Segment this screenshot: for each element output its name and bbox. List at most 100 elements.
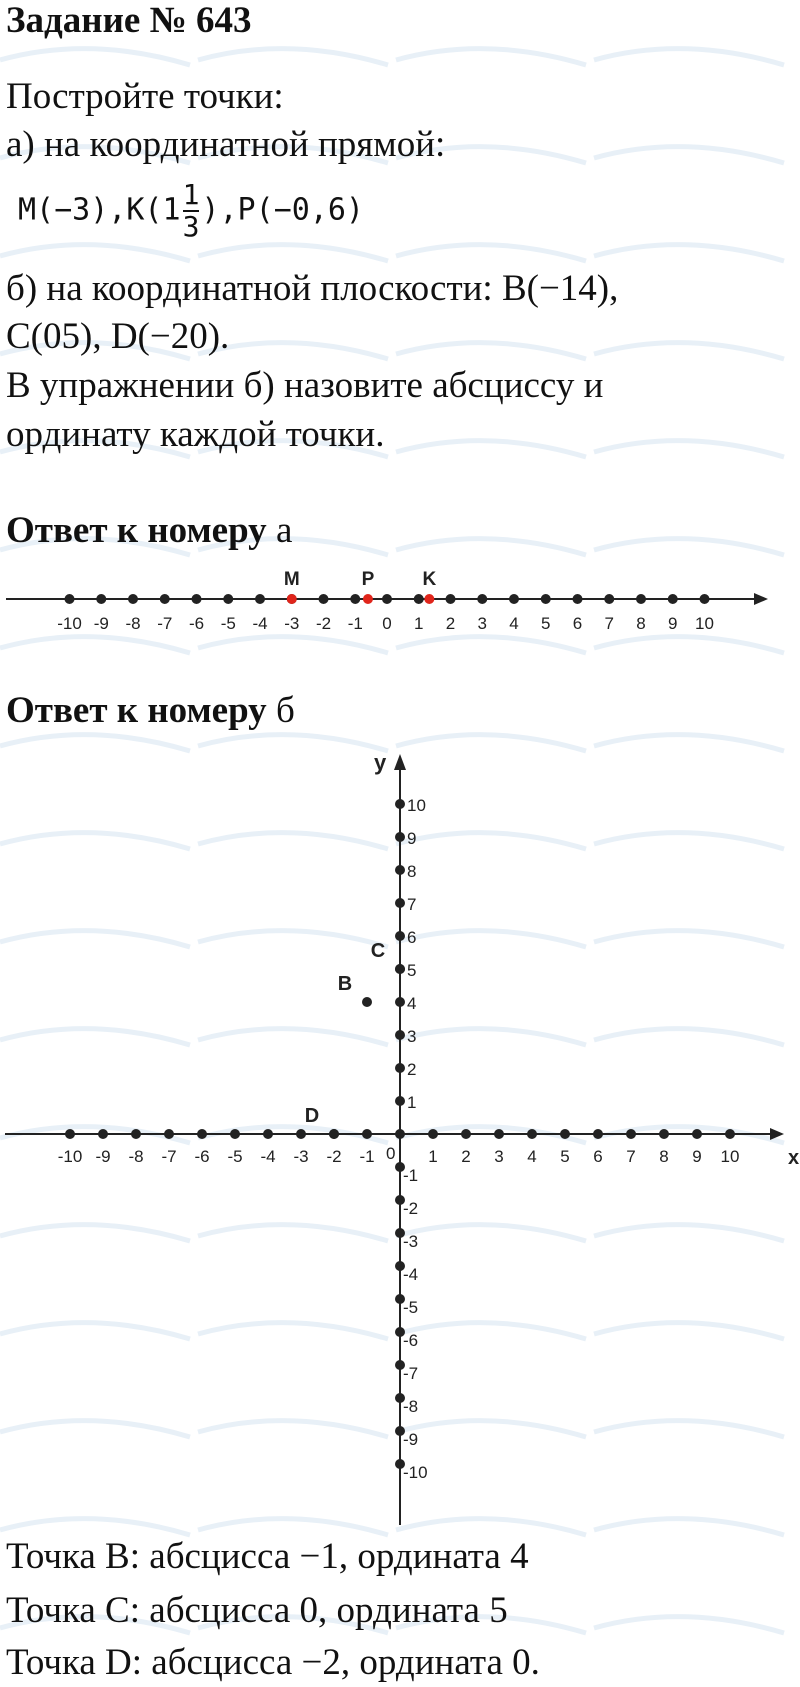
x-tick-point <box>131 1129 141 1139</box>
y-tick-point <box>395 997 405 1007</box>
task-formula: M(−3),K(1 1 3),P(−0,6) <box>18 180 364 242</box>
watermark-swoosh <box>0 242 191 264</box>
x-tick-point <box>263 1129 273 1139</box>
point-P <box>362 594 373 604</box>
y-tick-label: 5 <box>407 961 416 980</box>
tick-label: -1 <box>348 614 363 633</box>
x-tick-point <box>659 1129 669 1139</box>
arrow-icon <box>754 593 768 605</box>
formula-m: M(−3), <box>18 192 127 228</box>
x-tick-label: -2 <box>326 1147 341 1166</box>
heading-letter: б <box>275 690 295 731</box>
tick-point <box>64 594 75 604</box>
tick-point <box>413 594 424 604</box>
x-tick-label: 9 <box>692 1147 701 1166</box>
point-B <box>362 997 372 1007</box>
y-tick-point <box>395 1327 405 1337</box>
tick-point <box>636 594 646 604</box>
tick-point <box>509 594 519 604</box>
x-tick-label: -3 <box>293 1147 308 1166</box>
tick-label: 0 <box>382 614 391 633</box>
point-M <box>286 594 297 604</box>
y-tick-label: -9 <box>403 1430 418 1449</box>
x-tick-label: -5 <box>227 1147 242 1166</box>
tick-point <box>477 594 488 604</box>
heading-letter: а <box>275 510 293 551</box>
x-tick-point <box>428 1129 438 1139</box>
x-arrow-icon <box>770 1128 784 1140</box>
point-label: P <box>362 569 375 590</box>
x-tick-label: 1 <box>428 1147 437 1166</box>
x-tick-label: 2 <box>461 1147 470 1166</box>
watermark-swoosh <box>0 46 191 68</box>
watermark-swoosh <box>593 438 785 460</box>
tick-label: -6 <box>189 614 204 633</box>
y-arrow-icon <box>394 754 406 770</box>
x-tick-label: 8 <box>659 1147 668 1166</box>
y-tick-label: 2 <box>407 1060 416 1079</box>
tick-label: -2 <box>316 614 331 633</box>
x-tick-label: 4 <box>527 1147 536 1166</box>
y-tick-label: 6 <box>407 928 416 947</box>
y-tick-point <box>395 1294 405 1304</box>
x-tick-point <box>494 1129 504 1139</box>
y-tick-point <box>395 1360 405 1370</box>
y-axis-label: y <box>374 750 387 775</box>
formula-p: P(−0,6) <box>237 192 364 228</box>
point-label: M <box>284 569 300 590</box>
y-tick-point <box>395 1063 405 1073</box>
x-tick-label: -4 <box>260 1147 275 1166</box>
x-tick-point <box>725 1129 735 1139</box>
tick-label: 2 <box>446 614 455 633</box>
x-tick-point <box>197 1129 207 1139</box>
watermark-swoosh <box>197 242 389 264</box>
x-tick-label: 7 <box>626 1147 635 1166</box>
x-tick-point <box>692 1129 702 1139</box>
tick-label: -8 <box>125 614 140 633</box>
x-tick-point <box>65 1129 75 1139</box>
origin-label: 0 <box>386 1144 395 1163</box>
tick-label: -5 <box>221 614 236 633</box>
tick-point <box>350 594 361 604</box>
point-C <box>395 964 405 974</box>
page-title: Задание № 643 <box>6 0 252 41</box>
x-tick-label: 5 <box>560 1147 569 1166</box>
tick-point <box>445 594 456 604</box>
y-tick-point <box>395 1030 405 1040</box>
y-tick-point <box>395 931 405 941</box>
tick-label: 6 <box>573 614 582 633</box>
y-tick-point <box>395 1393 405 1403</box>
watermark-swoosh <box>395 242 587 264</box>
tick-point <box>255 594 265 604</box>
y-tick-point <box>395 1459 405 1469</box>
formula-k-end: ), <box>201 192 238 228</box>
y-tick-point <box>395 865 405 875</box>
tick-point <box>223 594 234 604</box>
y-tick-label: -2 <box>403 1199 418 1218</box>
watermark-swoosh <box>395 340 587 362</box>
y-tick-label: 8 <box>407 862 416 881</box>
tick-label: 7 <box>605 614 614 633</box>
watermark-swoosh <box>593 46 785 68</box>
y-tick-label: 1 <box>407 1093 416 1112</box>
tick-label: 9 <box>668 614 677 633</box>
task-line: C(05), D(−20). <box>6 316 230 357</box>
x-tick-label: 3 <box>494 1147 503 1166</box>
x-tick-label: -6 <box>194 1147 209 1166</box>
y-tick-label: -4 <box>403 1265 418 1284</box>
heading-bold: Ответ к номеру <box>6 690 267 731</box>
y-tick-point <box>395 898 405 908</box>
watermark-swoosh <box>593 242 785 264</box>
x-tick-label: -1 <box>359 1147 374 1166</box>
watermark-swoosh <box>395 536 587 558</box>
tick-point <box>604 594 615 604</box>
tick-label: -4 <box>252 614 267 633</box>
tick-label: 1 <box>414 614 423 633</box>
x-tick-point <box>626 1129 636 1139</box>
x-tick-point <box>593 1129 603 1139</box>
watermark-swoosh <box>197 46 389 68</box>
result-line: Точка C: абсцисса 0, ордината 5 <box>6 1590 508 1631</box>
x-tick-point <box>527 1129 537 1139</box>
point-label: K <box>422 569 436 590</box>
